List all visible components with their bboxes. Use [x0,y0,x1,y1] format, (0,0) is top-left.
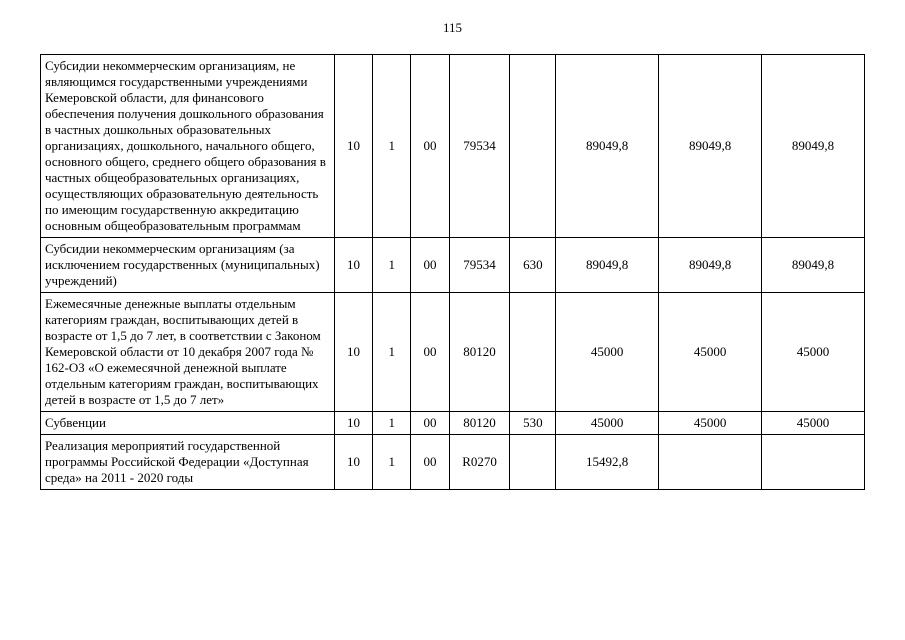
cell-value [510,435,556,490]
cell-value: 80120 [449,293,510,412]
cell-value [659,435,762,490]
cell-value: 00 [411,293,449,412]
cell-value: 1 [373,55,411,238]
budget-table: Субсидии некоммерческим организациям, не… [40,54,865,490]
cell-value: 530 [510,412,556,435]
cell-value: 00 [411,238,449,293]
cell-value: 45000 [762,412,865,435]
table-row: Субсидии некоммерческим организациям, не… [41,55,865,238]
cell-value [762,435,865,490]
cell-value: 15492,8 [556,435,659,490]
cell-value: 89049,8 [659,238,762,293]
cell-value: 89049,8 [659,55,762,238]
cell-value: 00 [411,435,449,490]
cell-value: 79534 [449,238,510,293]
cell-description: Субвенции [41,412,335,435]
cell-value: 89049,8 [762,238,865,293]
table-row: Субсидии некоммерческим организациям (за… [41,238,865,293]
cell-value: 1 [373,238,411,293]
cell-value: 630 [510,238,556,293]
cell-description: Субсидии некоммерческим организациям, не… [41,55,335,238]
cell-value: 00 [411,412,449,435]
cell-value: 10 [334,435,372,490]
cell-value: 89049,8 [762,55,865,238]
table-row: Реализация мероприятий государственной п… [41,435,865,490]
cell-value: 45000 [556,412,659,435]
cell-value: 45000 [762,293,865,412]
cell-value: R0270 [449,435,510,490]
cell-value: 1 [373,435,411,490]
cell-value: 89049,8 [556,238,659,293]
cell-value: 80120 [449,412,510,435]
cell-value: 89049,8 [556,55,659,238]
cell-value: 45000 [556,293,659,412]
page-number: 115 [40,20,865,36]
cell-value: 45000 [659,293,762,412]
cell-value: 10 [334,55,372,238]
table-row: Субвенции1010080120530450004500045000 [41,412,865,435]
cell-value: 79534 [449,55,510,238]
cell-value [510,293,556,412]
cell-value: 10 [334,238,372,293]
cell-description: Ежемесячные денежные выплаты отдельным к… [41,293,335,412]
table-row: Ежемесячные денежные выплаты отдельным к… [41,293,865,412]
cell-value [510,55,556,238]
cell-value: 1 [373,293,411,412]
cell-value: 45000 [659,412,762,435]
table-body: Субсидии некоммерческим организациям, не… [41,55,865,490]
cell-value: 1 [373,412,411,435]
cell-description: Реализация мероприятий государственной п… [41,435,335,490]
cell-description: Субсидии некоммерческим организациям (за… [41,238,335,293]
cell-value: 10 [334,293,372,412]
cell-value: 10 [334,412,372,435]
cell-value: 00 [411,55,449,238]
